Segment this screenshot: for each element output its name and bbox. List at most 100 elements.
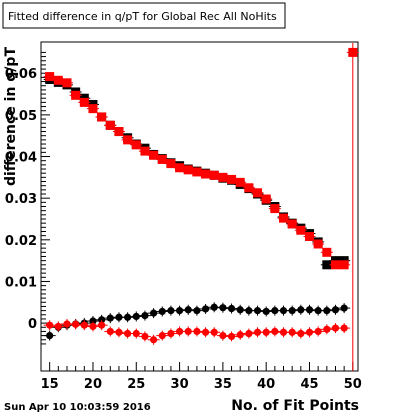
data-point-circle — [305, 306, 314, 314]
x-tick-label: 25 — [127, 377, 145, 392]
data-point-square — [53, 75, 63, 85]
data-point-circle — [279, 307, 288, 315]
x-tick-label: 50 — [344, 377, 362, 392]
data-point-circle — [210, 328, 218, 336]
data-point-circle — [175, 327, 184, 336]
y-tick-label: 0 — [28, 317, 37, 332]
data-point-circle — [210, 303, 218, 311]
data-point-circle — [219, 332, 227, 340]
y-axis-title: difference in q/pT — [3, 47, 19, 186]
x-tick-label: 40 — [257, 377, 275, 392]
data-point-circle — [149, 336, 158, 344]
data-point-square — [71, 90, 81, 100]
data-point-circle — [245, 329, 253, 338]
data-point-circle — [193, 307, 201, 315]
data-point-circle — [201, 305, 210, 313]
data-point-circle — [89, 322, 97, 331]
y-tick-label: 0.03 — [5, 192, 37, 207]
data-point-circle — [46, 332, 54, 340]
data-point-circle — [175, 307, 184, 315]
x-tick-label: 15 — [41, 377, 59, 392]
data-point-square — [45, 72, 55, 82]
data-point-circle — [115, 313, 123, 321]
y-tick-label: 0.02 — [5, 234, 37, 249]
data-point-circle — [184, 327, 192, 336]
data-point-circle — [305, 328, 314, 336]
data-point-circle — [132, 329, 140, 338]
data-point-circle — [279, 328, 288, 336]
data-point-circle — [227, 332, 236, 341]
data-point-square — [79, 97, 89, 107]
data-point-circle — [323, 325, 331, 333]
x-tick-label: 30 — [171, 377, 189, 392]
data-point-circle — [141, 312, 149, 320]
data-point-square — [287, 219, 297, 229]
x-axis-title: No. of Fit Points — [231, 398, 359, 414]
data-point-circle — [184, 306, 192, 314]
data-point-circle — [98, 321, 106, 329]
timestamp: Sun Apr 10 10:03:59 2016 — [4, 402, 151, 413]
x-tick-label: 35 — [214, 377, 232, 392]
data-point-circle — [219, 304, 227, 312]
data-point-square — [304, 231, 314, 241]
data-point-square — [166, 159, 176, 169]
data-point-square — [322, 260, 332, 270]
data-point-circle — [98, 316, 106, 324]
data-point-circle — [167, 307, 175, 315]
data-point-square — [114, 127, 124, 137]
data-point-circle — [253, 328, 262, 336]
data-point-square — [88, 104, 98, 114]
data-point-square — [62, 78, 72, 88]
data-point-circle — [167, 329, 175, 338]
data-point-circle — [253, 307, 262, 315]
data-point-circle — [106, 327, 114, 336]
data-point-square — [218, 172, 228, 182]
data-point-circle — [236, 331, 244, 339]
axes-layer: 15 20 25 30 35 40 45 50 0 0.01 0.02 0.03 0.04 0.05 0.0… — [5, 51, 362, 392]
data-point-square — [253, 188, 263, 198]
data-point-circle — [46, 321, 54, 329]
y-tick-label: 0.04 — [5, 151, 37, 166]
data-point-circle — [288, 328, 296, 336]
data-point-circle — [80, 321, 88, 329]
data-point-square — [123, 135, 133, 145]
x-tick-label: 45 — [300, 377, 318, 392]
data-point-square — [244, 183, 254, 193]
data-point-circle — [54, 322, 62, 331]
data-point-square — [235, 177, 245, 187]
data-point-circle — [323, 307, 331, 315]
data-point-circle — [106, 314, 114, 322]
y-tick-label: 0.01 — [5, 275, 37, 290]
data-point-square — [192, 167, 202, 177]
data-point-square — [227, 174, 237, 184]
y-tick-label: 0.06 — [5, 67, 37, 82]
data-point-square — [270, 204, 280, 214]
data-point-circle — [331, 324, 340, 332]
data-point-circle — [236, 306, 244, 314]
chart-title: Fitted difference in q/pT for Global Rec… — [8, 10, 277, 23]
data-point-circle — [271, 307, 279, 315]
data-point-circle — [331, 306, 340, 314]
data-point-square — [175, 163, 185, 173]
data-point-square — [97, 112, 107, 122]
data-point-circle — [288, 307, 296, 315]
data-point-circle — [115, 328, 123, 336]
data-point-square — [261, 194, 271, 204]
data-point-square — [140, 146, 150, 156]
data-point-square — [131, 140, 141, 150]
data-point-circle — [158, 307, 166, 316]
data-point-square — [313, 239, 323, 249]
data-point-square — [330, 260, 340, 270]
data-point-square — [105, 120, 115, 130]
data-point-circle — [340, 324, 348, 332]
data-point-circle — [124, 313, 132, 321]
data-point-circle — [158, 332, 166, 340]
data-point-circle — [132, 312, 140, 321]
data-point-circle — [314, 327, 322, 336]
data-point-circle — [340, 304, 348, 312]
data-point-circle — [227, 304, 236, 313]
data-point-circle — [245, 307, 253, 315]
data-point-square — [157, 154, 167, 164]
